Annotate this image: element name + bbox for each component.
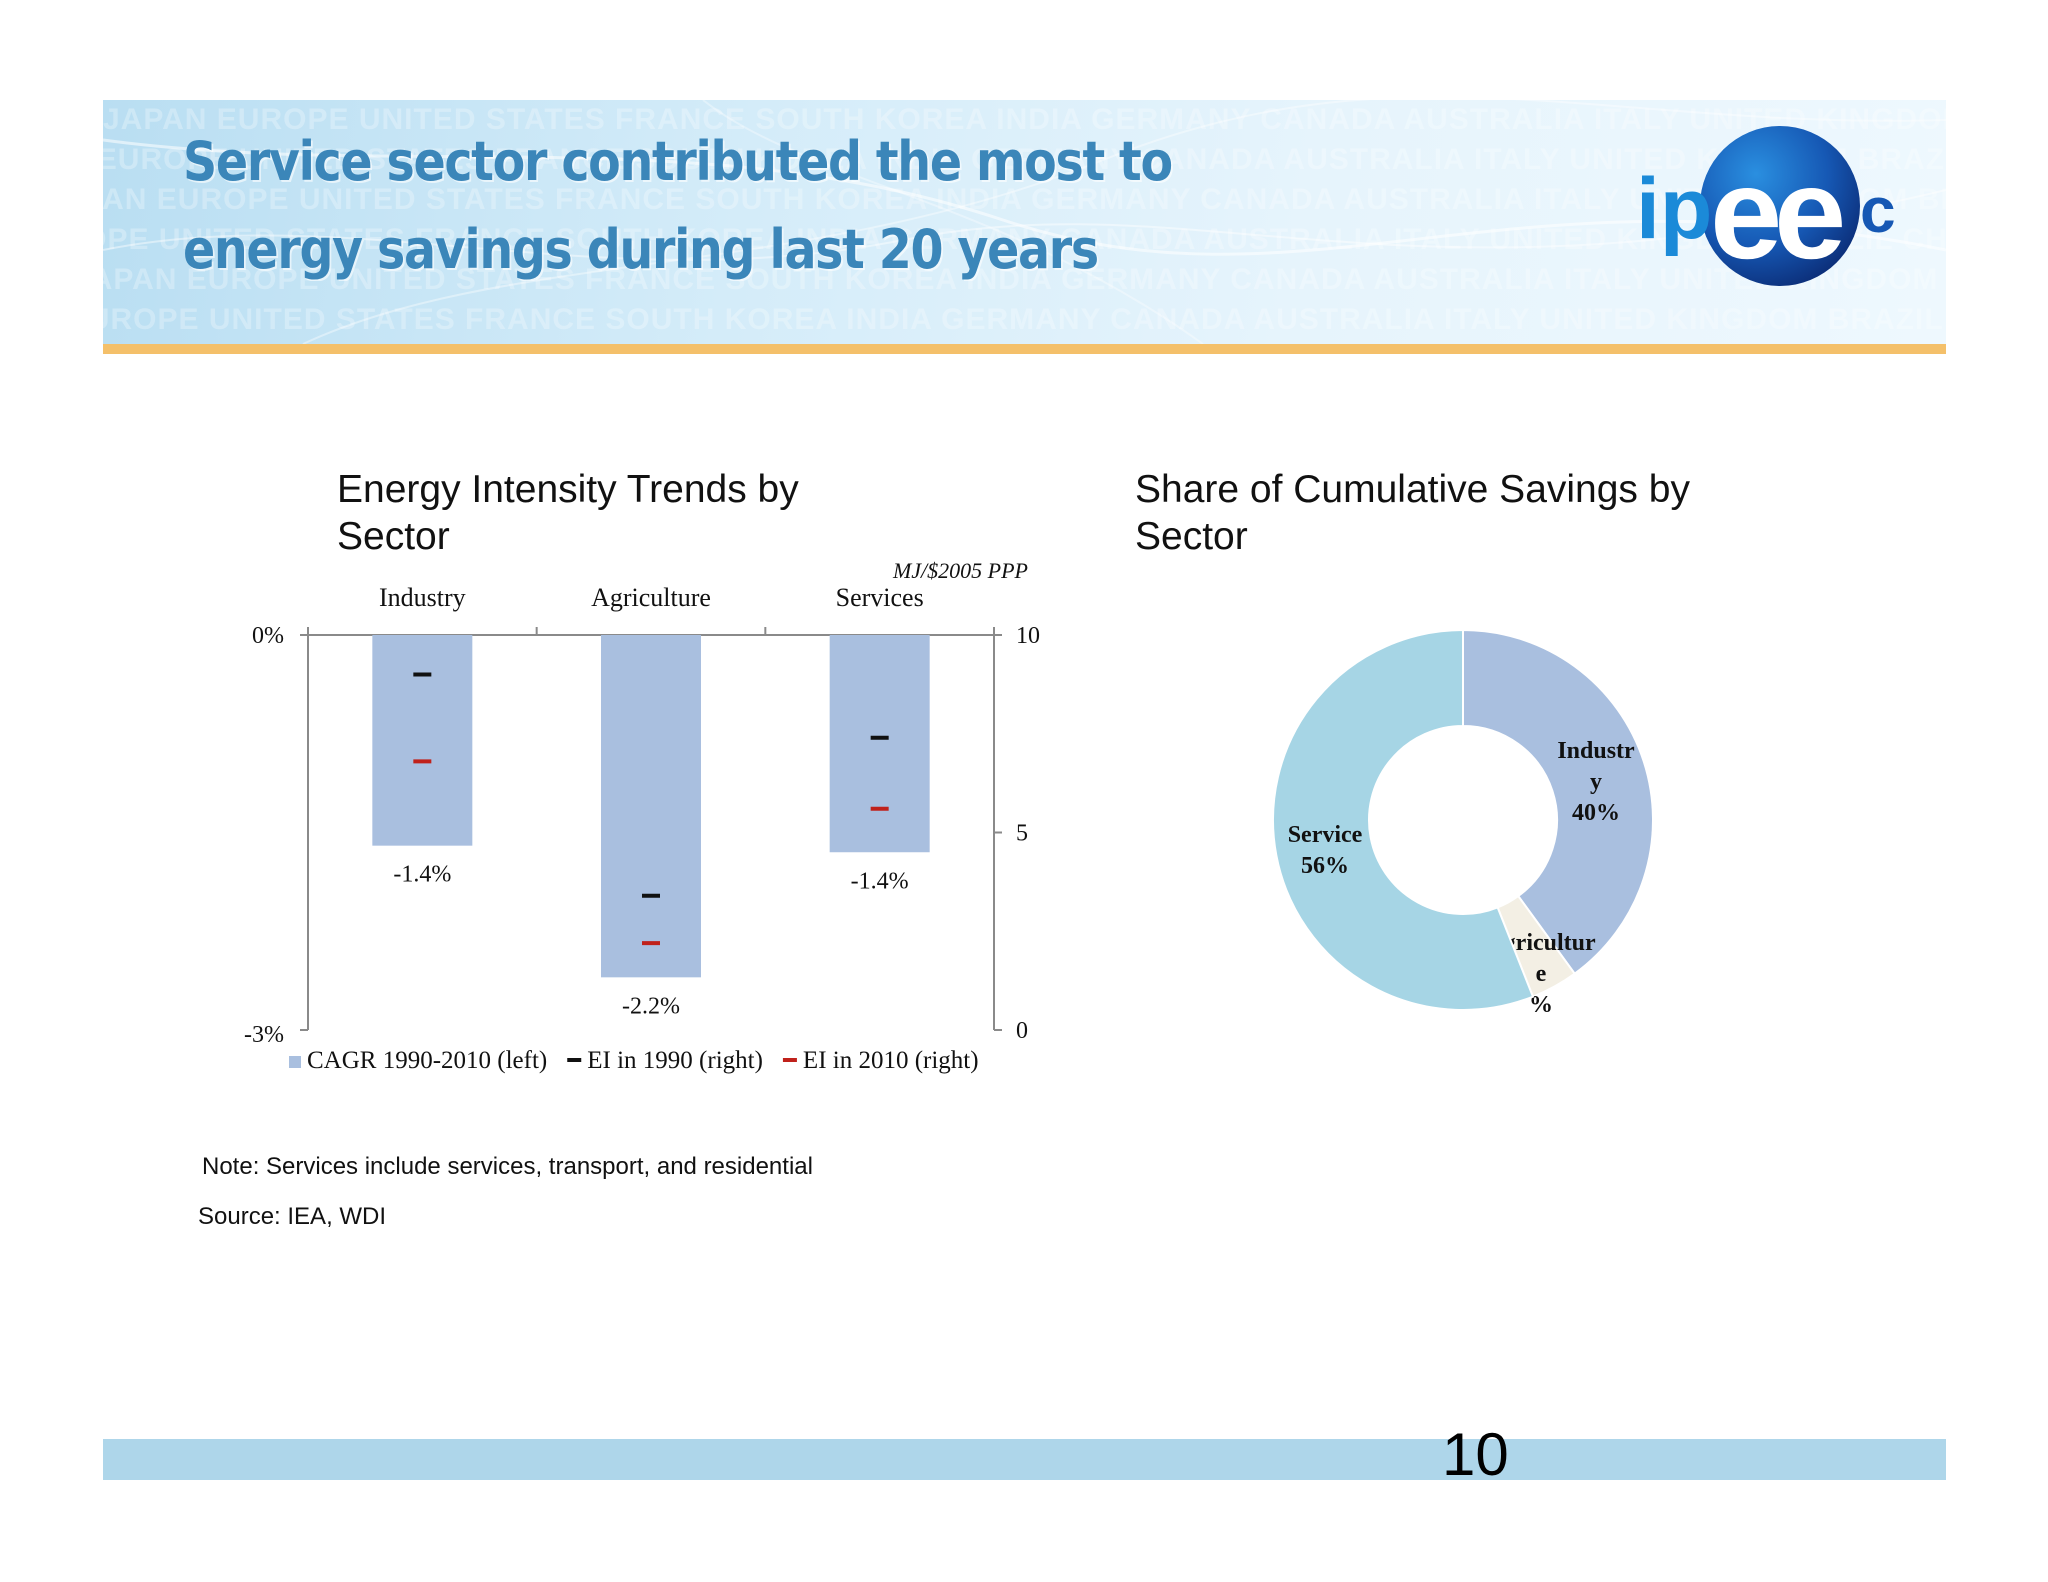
cagr-bar <box>601 635 701 978</box>
cagr-bar <box>372 635 473 846</box>
bar-data-label: -2.2% <box>622 993 680 1019</box>
donut-slice-label: Service 56% <box>1288 822 1363 879</box>
legend-swatch <box>289 1056 301 1068</box>
banner-light-streaks <box>103 100 1946 344</box>
banner-watermark: JAPAN EUROPE UNITED STATES FRANCE SOUTH … <box>103 103 1946 336</box>
right-axis-tick-label: 0 <box>1016 1018 1028 1044</box>
chart-source: Source: IEA, WDI <box>198 1203 387 1230</box>
svg-text:e: e <box>1710 140 1782 286</box>
banner-stripe <box>103 344 1946 354</box>
donut-chart: Industr y 40%Agricultur e %Service 56% <box>1272 628 1654 1018</box>
bar-chart: 0% -3% 10 5 0 MJ/$2005 PPP Industry -1.4% Agricu… <box>244 558 1040 1074</box>
page-number: 10 <box>1442 1421 1509 1488</box>
left-axis-tick-label: 0% <box>252 623 284 649</box>
right-axis-unit-label: MJ/$2005 PPP <box>892 558 1028 583</box>
chart-note: Note: Services include services, transpo… <box>202 1153 813 1180</box>
bar-data-label: -1.4% <box>851 868 909 894</box>
footer-bar <box>103 1439 1946 1480</box>
bar-chart-title: Energy Intensity Trends by Sector <box>337 468 799 558</box>
cagr-bar <box>829 635 930 853</box>
category-label: Services <box>836 583 924 612</box>
right-axis-tick-label: 10 <box>1016 623 1040 649</box>
svg-text:ip: ip <box>1636 161 1712 257</box>
svg-text:c: c <box>1860 174 1896 246</box>
category-label: Agriculture <box>591 583 711 612</box>
donut-slice-label: Industr y 40% <box>1557 738 1635 826</box>
svg-text:e: e <box>1774 140 1846 286</box>
legend-label: CAGR 1990-2010 (left) <box>307 1047 547 1074</box>
category-label: Industry <box>379 583 466 612</box>
bar-data-label: -1.4% <box>393 862 451 888</box>
donut-chart-title: Share of Cumulative Savings by Sector <box>1135 468 1690 558</box>
right-axis-tick-label: 5 <box>1016 821 1028 847</box>
slide-title: Service sector contributed the most to e… <box>183 130 1173 281</box>
left-axis-tick-label: -3% <box>244 1022 284 1048</box>
legend-label: EI in 2010 (right) <box>803 1047 979 1074</box>
legend-label: EI in 1990 (right) <box>587 1047 763 1074</box>
donut-slice-service <box>1272 628 1535 1011</box>
donut-slice-industry <box>1462 628 1654 976</box>
header-banner: JAPAN EUROPE UNITED STATES FRANCE SOUTH … <box>103 100 1946 344</box>
ipeec-logo: ip e e c <box>1636 126 1896 286</box>
